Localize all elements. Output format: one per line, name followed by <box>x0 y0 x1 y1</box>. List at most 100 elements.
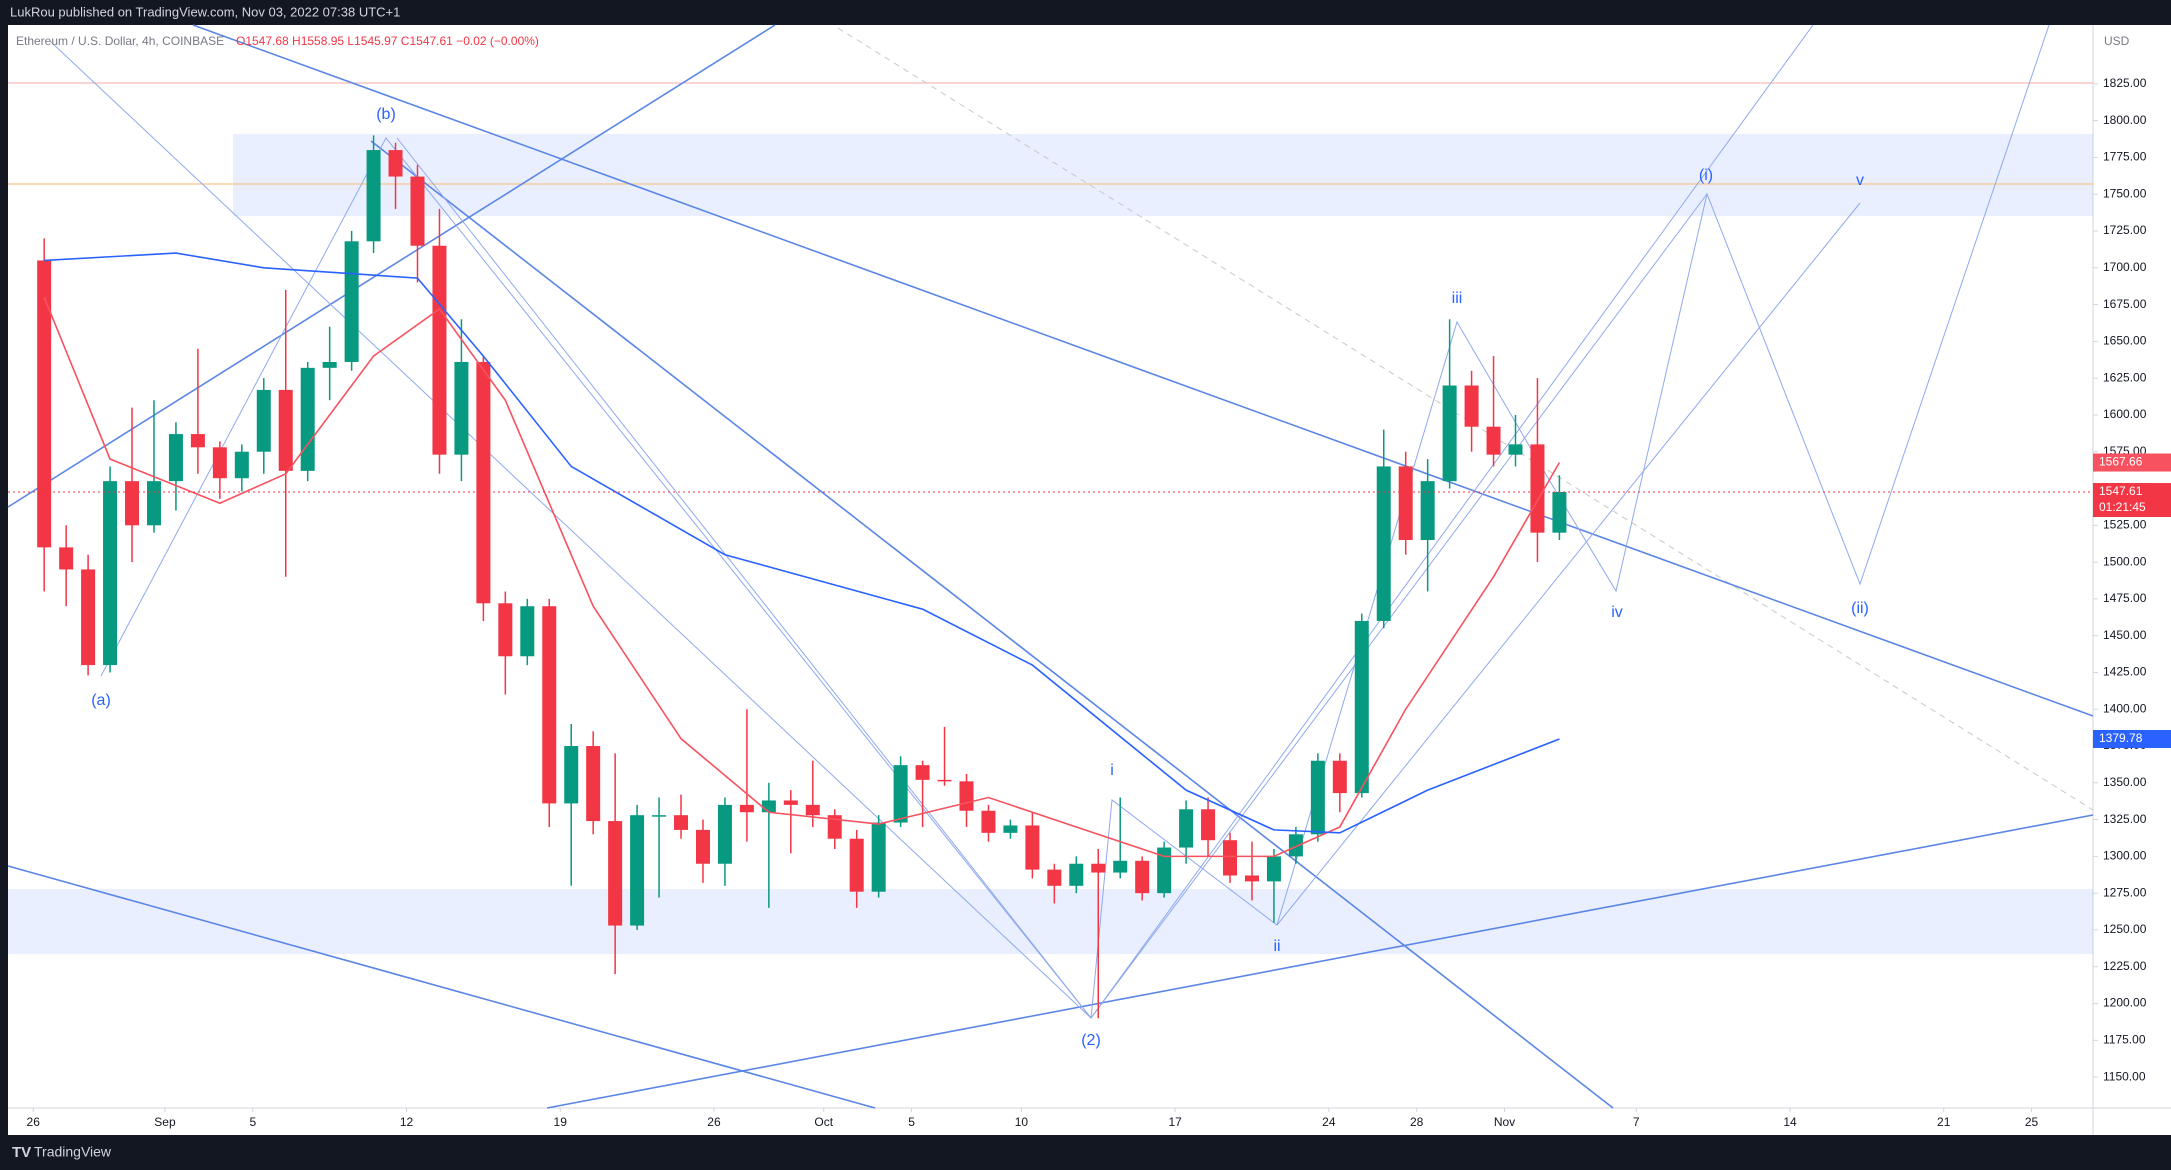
wave-label: iv <box>1611 604 1623 621</box>
x-tick-label: 10 <box>1015 1115 1029 1129</box>
candle-body <box>981 810 996 833</box>
symbol: Ethereum / U.S. Dollar, 4h, COINBASE <box>16 34 224 48</box>
x-tick-label: 25 <box>2025 1115 2039 1129</box>
candle-body <box>366 150 381 242</box>
candle-body <box>103 481 118 666</box>
candle-body <box>1047 869 1062 886</box>
wave-label: (a) <box>91 692 111 709</box>
publisher: LukRou published on TradingView.com, Nov… <box>10 4 400 19</box>
trendline <box>7 865 876 1109</box>
brand: TradingView <box>34 1144 112 1160</box>
logo: TV <box>12 1144 31 1161</box>
candle-body <box>1354 620 1369 794</box>
candle-body <box>1332 760 1347 794</box>
candle-body <box>1442 385 1457 482</box>
y-tick-label: 1450.00 <box>2103 628 2147 642</box>
candle-body <box>125 481 140 526</box>
x-tick-label: 12 <box>400 1115 414 1129</box>
candle-body <box>81 569 96 666</box>
candle-body <box>190 434 205 448</box>
price-badge-label: 1379.78 <box>2099 731 2143 745</box>
candle-body <box>1135 860 1150 894</box>
candle-body <box>542 606 557 804</box>
price-badge-label: 1547.61 <box>2099 484 2143 498</box>
x-tick-label: Nov <box>1494 1115 1515 1129</box>
candle-body <box>1025 825 1040 870</box>
y-tick-label: 1325.00 <box>2103 812 2147 826</box>
wave-label: i <box>1110 762 1114 779</box>
candle-body <box>344 241 359 362</box>
candle-body <box>849 838 864 892</box>
candle-body <box>1508 444 1523 455</box>
y-tick-label: 1725.00 <box>2103 223 2147 237</box>
trendline <box>50 41 1092 1019</box>
candle-body <box>1223 840 1238 876</box>
x-tick-label: 24 <box>1322 1115 1336 1129</box>
candle-body <box>1091 863 1106 873</box>
x-tick-label: 7 <box>1633 1115 1640 1129</box>
candle-body <box>586 746 601 822</box>
candle-body <box>1376 466 1391 621</box>
candle-body <box>432 245 447 455</box>
candle-body <box>1310 760 1325 835</box>
y-tick-label: 1225.00 <box>2103 959 2147 973</box>
candle-body <box>827 815 842 839</box>
y-tick-label: 1700.00 <box>2103 260 2147 274</box>
candle-body <box>410 176 425 246</box>
candle-body <box>717 804 732 864</box>
candle-body <box>1420 481 1435 541</box>
x-tick-label: 26 <box>27 1115 41 1129</box>
candle-body <box>168 434 183 482</box>
y-tick-label: 1500.00 <box>2103 554 2147 568</box>
candle-body <box>234 451 249 479</box>
channel-line <box>1090 193 1708 1019</box>
x-tick-label: 5 <box>249 1115 256 1129</box>
candle-body <box>630 815 645 926</box>
price-badge <box>2093 483 2171 518</box>
wave-label: (b) <box>376 106 396 123</box>
candle-body <box>1552 492 1567 533</box>
candle-body <box>959 781 974 811</box>
x-tick-label: 5 <box>908 1115 915 1129</box>
x-tick-label: 28 <box>1410 1115 1424 1129</box>
candle-body <box>564 746 579 804</box>
x-tick-label: 19 <box>554 1115 568 1129</box>
candle-body <box>476 361 491 604</box>
x-tick-label: 17 <box>1168 1115 1182 1129</box>
candle-body <box>146 481 161 526</box>
candle-body <box>498 603 513 657</box>
candle-body <box>212 447 227 479</box>
wave-label: (ii) <box>1851 600 1869 617</box>
candle-body <box>937 779 952 782</box>
candle-body <box>1398 466 1413 541</box>
candle-body <box>1464 385 1479 427</box>
candle-body <box>1201 809 1216 841</box>
price-badge <box>2093 453 2171 472</box>
candle-body <box>1179 809 1194 848</box>
candle-body <box>761 800 776 813</box>
candle-body <box>1288 834 1303 857</box>
x-tick-label: Sep <box>154 1115 176 1129</box>
candle-body <box>1244 875 1259 882</box>
wave-label: v <box>1856 172 1864 189</box>
channel-line <box>1276 202 1861 926</box>
currency: USD <box>2104 34 2130 48</box>
ohlc: O1547.68 H1558.95 L1545.97 C1547.61 −0.0… <box>236 34 539 48</box>
y-tick-label: 1600.00 <box>2103 407 2147 421</box>
trendline <box>370 140 1614 1109</box>
candle-body <box>871 822 886 892</box>
x-tick-label: 21 <box>1937 1115 1951 1129</box>
y-tick-label: 1150.00 <box>2103 1069 2146 1083</box>
wave-label: (i) <box>1699 167 1713 184</box>
candle-body <box>388 150 403 177</box>
y-tick-label: 1625.00 <box>2103 370 2147 384</box>
wave-label: (2) <box>1081 1032 1101 1049</box>
candle-body <box>783 800 798 805</box>
y-tick-label: 1250.00 <box>2103 922 2147 936</box>
price-badge-label: 1567.66 <box>2099 455 2143 469</box>
trendline <box>192 24 2094 717</box>
y-tick-label: 1400.00 <box>2103 701 2147 715</box>
y-tick-label: 1475.00 <box>2103 591 2147 605</box>
